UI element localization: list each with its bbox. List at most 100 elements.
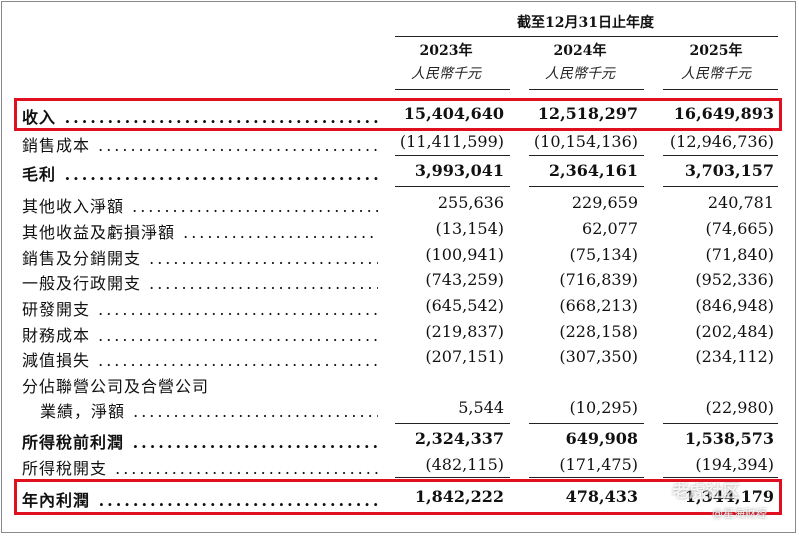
highlight-box-revenue <box>14 98 782 131</box>
value-2024: 12,518,297 <box>537 104 638 123</box>
value-2023: (645,542) <box>425 296 504 315</box>
value-2025: 240,781 <box>707 193 774 212</box>
value-2023: (219,837) <box>425 322 504 341</box>
value-2023: 3,993,041 <box>414 161 504 180</box>
watermark-handle: @星海财经 <box>712 507 767 520</box>
table-rule <box>529 477 644 478</box>
period-header: 截至12月31日止年度 <box>517 15 654 31</box>
value-2025: (74,665) <box>705 219 774 238</box>
table-row: 所得稅前利潤 2,324,337 649,908 1,538,573 <box>0 426 799 452</box>
value-2024: (75,134) <box>569 245 638 264</box>
table-rule <box>395 423 510 424</box>
table-rule <box>663 186 778 187</box>
table-row: 分佔聯營公司及合營公司 <box>0 370 799 396</box>
unit-2024: 人民幣千元 <box>545 66 615 82</box>
value-2023: 5,544 <box>458 398 504 417</box>
row-label: 年內利潤 <box>22 487 378 511</box>
row-label: 業績，淨額 <box>40 398 378 422</box>
year-2025: 2025年 <box>689 43 743 59</box>
table-rule <box>663 423 778 424</box>
table-row: 所得稅開支 (482,115) (171,475) (194,394) <box>0 452 799 478</box>
table-rule <box>395 155 510 156</box>
value-2023: (482,115) <box>425 455 504 474</box>
value-2023: 15,404,640 <box>403 104 504 123</box>
value-2024: 229,659 <box>571 193 638 212</box>
row-label: 減值損失 <box>22 347 378 371</box>
header-rule <box>663 89 778 90</box>
value-2025: 1,344,179 <box>684 487 774 506</box>
table-rule <box>663 477 778 478</box>
value-2025: (71,840) <box>705 245 774 264</box>
header-rule <box>529 89 644 90</box>
period-underline <box>395 36 778 37</box>
table-row: 研發開支 (645,542) (668,213) (846,948) <box>0 293 799 319</box>
table-row: 財務成本 (219,837) (228,158) (202,484) <box>0 319 799 345</box>
row-label: 其他收益及虧損淨額 <box>22 219 378 243</box>
value-2024: 62,077 <box>582 219 638 238</box>
value-2025: (846,948) <box>695 296 774 315</box>
row-label: 收入 <box>22 104 378 128</box>
value-2024: (171,475) <box>559 455 638 474</box>
value-2025: (234,112) <box>695 347 774 366</box>
value-2025: 1,538,573 <box>684 429 774 448</box>
table-row: 年內利潤 1,842,222 478,433 1,344,179 <box>0 484 799 510</box>
year-2023: 2023年 <box>419 43 473 59</box>
table-row: 銷售及分銷開支 (100,941) (75,134) (71,840) <box>0 242 799 268</box>
row-label: 毛利 <box>22 161 378 185</box>
header-rule <box>395 89 510 90</box>
row-label: 研發開支 <box>22 296 378 320</box>
value-2023: 255,636 <box>437 193 504 212</box>
row-label: 銷售及分銷開支 <box>22 245 378 269</box>
row-label: 所得稅前利潤 <box>22 429 378 453</box>
table-row: 毛利 3,993,041 2,364,161 3,703,157 <box>0 158 799 184</box>
value-2023: 2,324,337 <box>414 429 504 448</box>
unit-2025: 人民幣千元 <box>681 66 751 82</box>
value-2023: (743,259) <box>425 270 504 289</box>
watermark-text: 老虎社区 <box>672 482 740 502</box>
value-2023: (13,154) <box>435 219 504 238</box>
year-2024: 2024年 <box>553 43 607 59</box>
table-rule <box>529 423 644 424</box>
value-2023: (11,411,599) <box>399 132 504 151</box>
value-2025: (202,484) <box>695 322 774 341</box>
row-label: 分佔聯營公司及合營公司 <box>22 377 210 396</box>
table-row: 其他收益及虧損淨額 (13,154) 62,077 (74,665) <box>0 216 799 242</box>
table-row: 其他收入淨額 255,636 229,659 240,781 <box>0 190 799 216</box>
value-2024: (228,158) <box>559 322 638 341</box>
value-2024: (716,839) <box>559 270 638 289</box>
row-label: 銷售成本 <box>22 132 378 156</box>
table-rule <box>663 155 778 156</box>
value-2024: 649,908 <box>565 429 638 448</box>
value-2025: (194,394) <box>695 455 774 474</box>
value-2024: (668,213) <box>559 296 638 315</box>
table-row: 一般及行政開支 (743,259) (716,839) (952,336) <box>0 267 799 293</box>
value-2023: 1,842,222 <box>414 487 504 506</box>
unit-2023: 人民幣千元 <box>411 66 481 82</box>
value-2024: 2,364,161 <box>548 161 638 180</box>
table-rule <box>529 155 644 156</box>
row-label: 一般及行政開支 <box>22 270 378 294</box>
table-row: 減值損失 (207,151) (307,350) (234,112) <box>0 344 799 370</box>
row-label: 財務成本 <box>22 322 378 346</box>
value-2023: (100,941) <box>425 245 504 264</box>
value-2025: (952,336) <box>695 270 774 289</box>
value-2025: 3,703,157 <box>684 161 774 180</box>
table-rule <box>529 186 644 187</box>
value-2025: (22,980) <box>705 398 774 417</box>
table-row: 收入 15,404,640 12,518,297 16,649,893 <box>0 101 799 127</box>
highlight-box-profit <box>14 479 782 515</box>
value-2023: (207,151) <box>425 347 504 366</box>
value-2024: 478,433 <box>565 487 638 506</box>
table-row: 業績，淨額 5,544 (10,295) (22,980) <box>0 395 799 421</box>
row-label: 所得稅開支 <box>22 455 378 479</box>
table-rule <box>395 186 510 187</box>
table-row: 銷售成本 (11,411,599) (10,154,136) (12,946,736) <box>0 129 799 155</box>
table-rule <box>395 477 510 478</box>
value-2024: (307,350) <box>559 347 638 366</box>
value-2025: 16,649,893 <box>673 104 774 123</box>
value-2024: (10,295) <box>569 398 638 417</box>
row-label: 其他收入淨額 <box>22 193 378 217</box>
value-2024: (10,154,136) <box>533 132 638 151</box>
value-2025: (12,946,736) <box>669 132 774 151</box>
